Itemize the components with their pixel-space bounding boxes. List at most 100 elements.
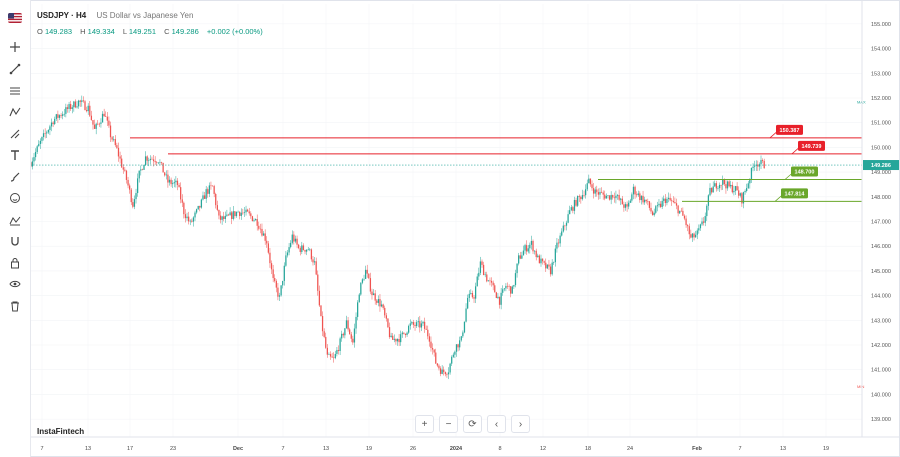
candle-body (328, 354, 330, 355)
brush-icon[interactable] (6, 168, 24, 186)
candle-body (411, 322, 413, 324)
candle-body (704, 216, 706, 223)
candle-body (500, 292, 502, 305)
candle-body (371, 291, 373, 296)
candle-body (446, 374, 448, 375)
fib-icon[interactable] (6, 82, 24, 100)
candle-body (186, 216, 188, 219)
candle-body (605, 195, 607, 199)
candle-body (31, 161, 34, 167)
candle-body (352, 338, 354, 343)
candle-body (431, 348, 434, 350)
candle-body (717, 188, 719, 189)
candle-body (379, 299, 381, 307)
candle-body (178, 184, 180, 188)
time-tick-label: 13 (323, 446, 329, 452)
candle-body (162, 162, 164, 173)
candle-body (275, 281, 277, 288)
candle-body (157, 162, 159, 164)
candle-body (484, 274, 486, 276)
candle-body (317, 274, 319, 291)
candle-body (269, 252, 271, 264)
zoom-in-button[interactable]: + (415, 415, 434, 433)
candle-body (136, 178, 139, 194)
brand-logo: InstaFintech (37, 427, 85, 436)
trend-line-icon[interactable] (6, 60, 24, 78)
pattern-icon[interactable] (6, 103, 24, 121)
candle-body (388, 327, 391, 338)
time-tick-label: 23 (170, 446, 176, 452)
candle-body (580, 196, 582, 200)
time-tick-label: 7 (738, 446, 741, 452)
candle-body (156, 162, 158, 163)
candle-body (81, 100, 83, 102)
emoji-icon[interactable] (6, 189, 24, 207)
ruler-icon[interactable] (6, 211, 24, 229)
candle-body (62, 114, 64, 116)
text-icon[interactable] (6, 146, 24, 164)
candle-body (736, 186, 738, 191)
candle-body (262, 233, 265, 236)
candle-body (538, 255, 541, 264)
candle-body (376, 300, 378, 303)
candle-body (84, 101, 86, 111)
candle-body (647, 201, 649, 202)
candle-body (218, 209, 220, 216)
scroll-back-button[interactable]: ‹ (487, 415, 506, 433)
candle-body (144, 156, 147, 165)
candle-body (710, 187, 713, 193)
candle-body (290, 242, 292, 248)
candle-body (58, 115, 61, 118)
candle-body (428, 336, 431, 342)
candle-body (63, 113, 65, 115)
support-label: 147.814 (785, 191, 806, 197)
candle-body (125, 170, 128, 180)
lock-icon[interactable] (6, 254, 24, 272)
time-tick-label: 2024 (450, 446, 463, 452)
high-label: H (80, 27, 86, 36)
trash-icon[interactable] (6, 297, 24, 315)
candle-body (286, 252, 289, 256)
candle-body (393, 338, 395, 340)
reset-button[interactable]: ⟳ (463, 415, 482, 433)
candle-body (385, 315, 387, 319)
scroll-forward-button[interactable]: › (511, 415, 530, 433)
candle-body (288, 247, 290, 253)
candle-body (760, 160, 762, 165)
symbol-title[interactable]: USDJPY · H4 (37, 11, 87, 20)
candle-body (312, 259, 314, 263)
candle-body (114, 139, 116, 146)
candle-body (624, 204, 627, 208)
candle-body (479, 261, 482, 273)
cursor-cross-icon[interactable] (6, 38, 24, 56)
candle-body (444, 372, 446, 375)
chart-grid (30, 4, 862, 437)
price-tick-label: 155.000 (871, 22, 891, 28)
candle-body (482, 264, 485, 276)
candle-body (506, 285, 509, 287)
candle-body (203, 195, 206, 199)
candle-body (243, 212, 246, 213)
candle-body (366, 269, 368, 274)
candle-body (248, 211, 250, 214)
price-tick-label: 146.000 (871, 244, 891, 250)
candle-body (521, 255, 523, 259)
candle-body (404, 333, 407, 335)
candle-body (583, 195, 585, 196)
candle-body (495, 292, 497, 298)
us-flag-icon[interactable] (8, 13, 22, 23)
candle-body (406, 332, 408, 335)
projection-icon[interactable] (6, 125, 24, 143)
candle-body (636, 194, 638, 196)
eye-icon[interactable] (6, 275, 24, 293)
candle-body (55, 114, 57, 119)
candle-body (46, 132, 48, 134)
candle-body (97, 123, 99, 125)
zoom-out-button[interactable]: − (439, 415, 458, 433)
magnet-icon[interactable] (6, 232, 24, 250)
candle-body (664, 198, 666, 204)
time-tick-label: Feb (692, 446, 702, 452)
candle-body (543, 261, 545, 263)
candle-body (447, 372, 450, 375)
